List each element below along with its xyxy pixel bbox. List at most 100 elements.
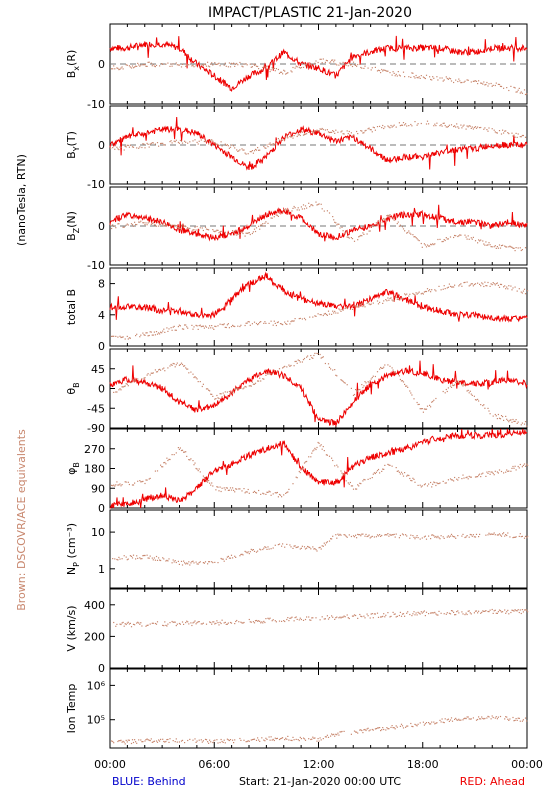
series-dscovr-point [466, 125, 468, 127]
series-dscovr-point [389, 533, 391, 536]
series-dscovr-point [376, 534, 379, 536]
series-dscovr-point [376, 470, 379, 472]
series-dscovr-point [151, 142, 153, 144]
series-dscovr-point [148, 61, 150, 63]
series-dscovr-point [507, 718, 509, 720]
series-dscovr-point [356, 390, 358, 392]
series-dscovr-point [402, 228, 405, 230]
series-dscovr-point [333, 312, 335, 314]
series-dscovr-point [209, 390, 211, 392]
series-dscovr-point [398, 537, 400, 539]
series-dscovr-point [301, 208, 303, 210]
series-dscovr-point [337, 131, 339, 133]
series-dscovr-point [432, 612, 434, 614]
series-dscovr-point [500, 133, 503, 135]
series-dscovr-point [135, 335, 137, 337]
series-dscovr-point [323, 313, 325, 315]
series-dscovr-point [158, 145, 160, 147]
series-dscovr-point [293, 135, 295, 137]
series-dscovr-point [346, 614, 348, 616]
series-dscovr-point [191, 624, 193, 627]
series-dscovr-point [482, 83, 484, 85]
series-dscovr-point [221, 619, 223, 621]
series-dscovr-point [190, 371, 192, 373]
series-dscovr-point [340, 470, 342, 472]
series-dscovr-point [325, 454, 327, 456]
series-dscovr-point [153, 65, 155, 67]
series-dscovr-point [357, 63, 359, 66]
series-dscovr-point [381, 616, 383, 618]
series-dscovr-point [120, 485, 122, 487]
series-dscovr-point [463, 124, 465, 126]
series-dscovr-point [379, 472, 381, 474]
series-dscovr-point [273, 67, 275, 69]
series-dscovr-point [290, 546, 292, 548]
series-dscovr-point [136, 333, 138, 335]
series-dscovr-point [332, 216, 334, 218]
series-dscovr-point [409, 613, 411, 616]
series-dscovr-point [350, 64, 352, 66]
series-dscovr-point [179, 447, 181, 449]
series-dscovr-point [383, 468, 385, 470]
series-dscovr-point [173, 363, 175, 365]
series-ahead [109, 204, 528, 242]
series-ahead [110, 428, 528, 509]
series-dscovr-point [240, 621, 242, 623]
series-dscovr-point [440, 124, 442, 126]
series-dscovr-point [319, 353, 321, 356]
series-dscovr-point [435, 613, 437, 615]
series-dscovr-point [285, 137, 287, 139]
series-dscovr-point [315, 201, 317, 203]
series-dscovr-point [180, 362, 183, 364]
series-dscovr-point [288, 739, 290, 741]
series-dscovr-point [472, 80, 474, 82]
series-dscovr-point [212, 741, 214, 744]
series-dscovr-point [238, 233, 240, 235]
series-dscovr-point [370, 613, 372, 615]
series-dscovr-point [196, 225, 198, 228]
series-dscovr-point [432, 76, 434, 78]
series-dscovr-point [376, 126, 379, 128]
series-dscovr-point [523, 609, 526, 611]
series-dscovr-point [124, 385, 126, 387]
series-dscovr-point [271, 144, 273, 146]
series-dscovr-point [147, 624, 149, 626]
series-dscovr-point [497, 611, 499, 613]
series-dscovr-point [435, 397, 437, 400]
series-dscovr-point [151, 65, 153, 67]
series-dscovr-point [223, 622, 225, 624]
series-dscovr-point [473, 536, 475, 538]
series-dscovr-point [383, 613, 385, 615]
series-dscovr-point [409, 293, 411, 295]
series-dscovr-point [169, 622, 171, 624]
series-dscovr-point [362, 305, 364, 308]
series-dscovr-point [198, 229, 200, 231]
series-dscovr-point [497, 247, 499, 249]
series-dscovr-point [420, 611, 422, 613]
series-dscovr-point [356, 488, 358, 490]
series-dscovr-point [437, 483, 439, 485]
series-dscovr-point [493, 532, 495, 534]
series-dscovr-point [242, 149, 244, 151]
series-dscovr-point [204, 478, 207, 480]
series-dscovr-point [310, 619, 312, 621]
series-dscovr-point [516, 719, 518, 721]
series-dscovr-point [489, 244, 491, 246]
series-dscovr-point [163, 367, 165, 369]
series-dscovr-point [516, 91, 518, 93]
series-dscovr-point [143, 554, 145, 557]
series-dscovr-point [347, 65, 349, 67]
series-dscovr-point [210, 63, 212, 65]
series-dscovr-point [353, 730, 356, 732]
series-dscovr-point [526, 720, 528, 722]
series-dscovr-point [164, 461, 166, 464]
x-tick-label: 06:00 [198, 758, 230, 771]
series-dscovr-point [114, 558, 116, 560]
series-dscovr-point [240, 324, 242, 326]
series-dscovr-point [271, 67, 273, 69]
series-dscovr-point [152, 372, 154, 374]
series-dscovr-point [483, 243, 485, 245]
series-dscovr-point [277, 68, 279, 71]
series-dscovr-point [459, 284, 461, 286]
